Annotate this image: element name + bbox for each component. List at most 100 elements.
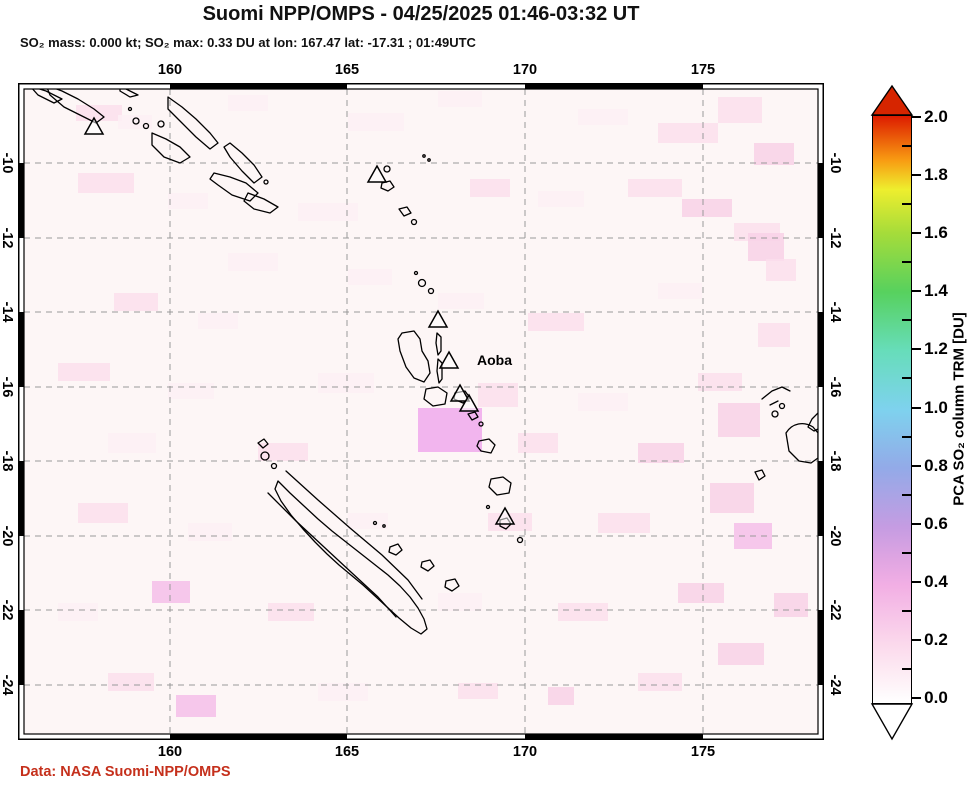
colorbar-minor-tick (902, 145, 911, 148)
coast-bougainville (31, 89, 63, 104)
so2-patch (438, 91, 482, 107)
coast-islet (413, 270, 419, 276)
so2-patch (678, 583, 724, 603)
lat-tick-label-right: -12 (827, 227, 843, 249)
coast-islet (132, 117, 140, 125)
coast-islet (260, 451, 270, 461)
so2-patch (58, 363, 110, 381)
lat-tick-label-left: -20 (0, 525, 15, 547)
coast-islet (383, 165, 391, 173)
so2-patch (528, 313, 584, 331)
colorbar-minor-tick (902, 609, 911, 612)
lat-tick-label-left: -16 (0, 376, 15, 398)
so2-patch (538, 191, 584, 207)
colorbar-major-tick (912, 348, 921, 351)
coast-malakula (423, 386, 448, 407)
coast-epi (467, 411, 479, 421)
volcano-label-aoba: Aoba (477, 352, 512, 368)
so2-patch (658, 283, 702, 299)
so2-patch (578, 393, 628, 411)
so2-patch (418, 408, 482, 452)
so2-patch (748, 233, 784, 261)
lat-tick-label-left: -12 (0, 227, 15, 249)
colorbar-arrow-down (870, 703, 914, 741)
coast-islet (427, 158, 431, 162)
so2-patch (188, 523, 232, 541)
colorbar-minor-tick (902, 551, 911, 554)
colorbar-major-tick (912, 522, 921, 525)
coast-islet (382, 524, 386, 528)
coast-islet (380, 180, 395, 192)
so2-patch (718, 97, 762, 123)
so2-patch (176, 695, 216, 717)
colorbar-tick-label: 0.4 (924, 571, 948, 591)
volcano-marker (458, 393, 480, 412)
so2-patch (78, 173, 134, 193)
colorbar-arrow-up (870, 84, 914, 116)
coast-islet (807, 412, 818, 432)
so2-patch (348, 269, 392, 285)
lon-tick-label-bottom: 165 (334, 744, 360, 760)
colorbar-tick-label: 1.0 (924, 397, 948, 417)
so2-patch (348, 113, 404, 131)
lon-tick-label-top: 175 (690, 62, 716, 78)
so2-patch (258, 443, 308, 461)
so2-patch (318, 373, 374, 393)
coast-santa-isabel (167, 96, 219, 150)
coast-islet (372, 520, 378, 526)
lat-tick-label-right: -10 (827, 152, 843, 174)
coast-small-island (119, 89, 139, 98)
colorbar-gradient (872, 115, 912, 704)
colorbar-minor-tick (902, 319, 911, 322)
so2-patch (78, 503, 128, 523)
so2-patch (228, 253, 278, 271)
so2-patch (766, 259, 796, 281)
so2-patch (348, 513, 388, 529)
volcano-marker (438, 350, 460, 369)
so2-patch (758, 323, 790, 347)
so2-patch (118, 115, 152, 129)
colorbar-minor-tick (902, 203, 911, 206)
so2-patch (114, 293, 158, 311)
colorbar-major-tick (912, 290, 921, 293)
subtitle-so2-stats: SO₂ mass: 0.000 kt; SO₂ max: 0.33 DU at … (20, 35, 476, 50)
so2-patch (268, 603, 314, 621)
coastlines (31, 89, 818, 635)
so2-patch (638, 673, 682, 691)
coast-lifou (420, 559, 435, 572)
coast-islet (754, 469, 766, 481)
coast-reef (267, 492, 397, 618)
colorbar-tick-label: 1.4 (924, 281, 948, 301)
colorbar-minor-tick (902, 377, 911, 380)
coast-ouvea (388, 543, 403, 556)
colorbar-axis-label: PCA SO₂ column TRM [DU] (950, 312, 968, 506)
colorbar-minor-tick (902, 493, 911, 496)
so2-patch (298, 203, 358, 221)
colorbar-major-tick (912, 232, 921, 235)
coast-malaita (223, 142, 263, 184)
so2-patch (718, 403, 760, 437)
so2-patch (168, 383, 214, 399)
so2-patch (470, 179, 510, 197)
so2-patch (518, 433, 558, 453)
so2-patch (458, 683, 498, 699)
volcano-marker (494, 506, 516, 525)
lat-tick-label-left: -10 (0, 152, 15, 174)
lat-tick-label-right: -20 (827, 525, 843, 547)
colorbar-tick-label: 0.2 (924, 629, 948, 649)
coast-islet (127, 106, 133, 112)
colorbar-arrows (870, 84, 914, 741)
coast-erromango (488, 476, 512, 496)
so2-patch (698, 373, 742, 391)
graticule (24, 89, 818, 734)
volcano-marker (366, 164, 388, 183)
so2-patch (108, 433, 156, 453)
data-credit: Data: NASA Suomi-NPP/OMPS (20, 764, 231, 780)
so2-patch (628, 179, 682, 197)
so2-patch (438, 293, 484, 309)
so2-patch (578, 109, 628, 125)
colorbar-tick-label: 0.0 (924, 688, 948, 707)
coast-choiseul (46, 89, 105, 124)
coast-guadalcanal (209, 172, 259, 202)
so2-patch (108, 673, 154, 691)
